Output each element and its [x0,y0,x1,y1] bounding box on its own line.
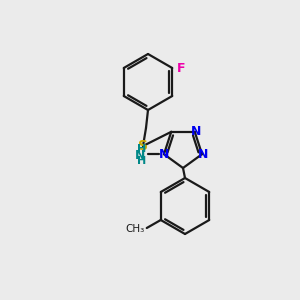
Text: H: H [137,156,147,166]
Text: S: S [138,139,148,153]
Text: N: N [135,149,145,162]
Text: CH₃: CH₃ [125,224,145,234]
Text: F: F [177,61,186,74]
Text: N: N [198,148,208,161]
Text: N: N [159,148,169,161]
Text: H: H [137,144,147,154]
Text: N: N [190,125,201,138]
